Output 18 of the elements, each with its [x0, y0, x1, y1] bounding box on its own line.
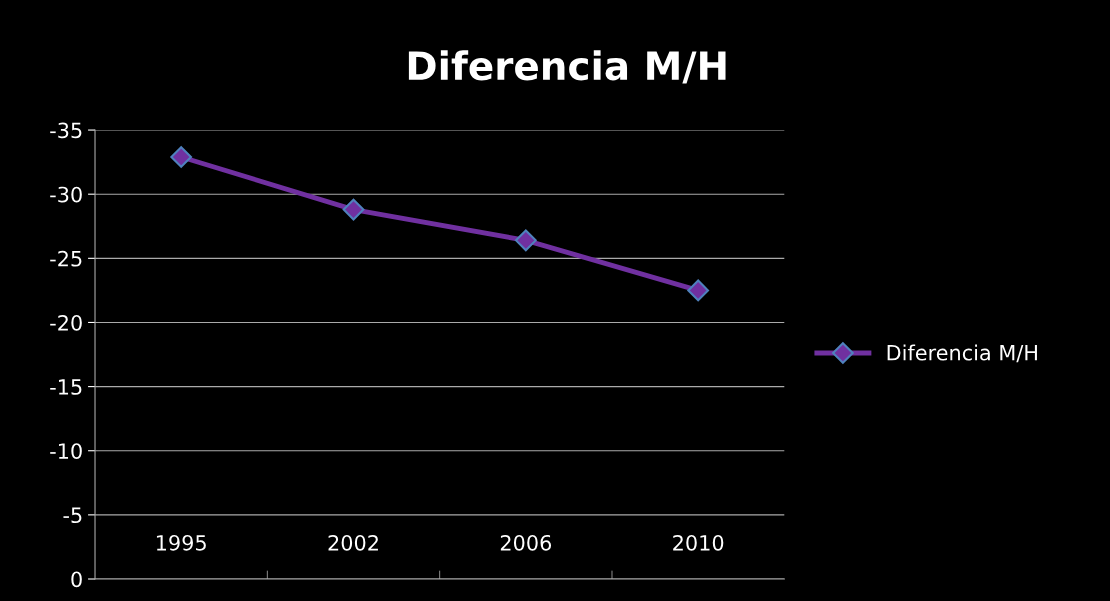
point	[514, 229, 537, 252]
y-tick-label: -10	[50, 443, 82, 459]
point	[687, 279, 710, 302]
point	[170, 146, 193, 168]
x-tick-label: 2010	[673, 534, 724, 551]
x-tick-label: 2002	[328, 534, 378, 551]
x-tick-label: 1995	[156, 534, 206, 551]
y-tick-label: -20	[50, 314, 82, 331]
y-tick-label: 0	[71, 571, 82, 588]
y-tick-label: -5	[63, 507, 82, 524]
y-tick-label: -25	[50, 250, 82, 267]
y-tick-label: -30	[50, 186, 82, 203]
y-tick-label: -15	[50, 379, 82, 395]
chart-title: Diferencia M/H	[408, 50, 726, 84]
x-tick-label: 2006	[500, 534, 552, 551]
legend-label: Diferencia M/H	[887, 344, 1037, 363]
point	[342, 198, 365, 221]
y-tick-label: -35	[50, 122, 82, 139]
